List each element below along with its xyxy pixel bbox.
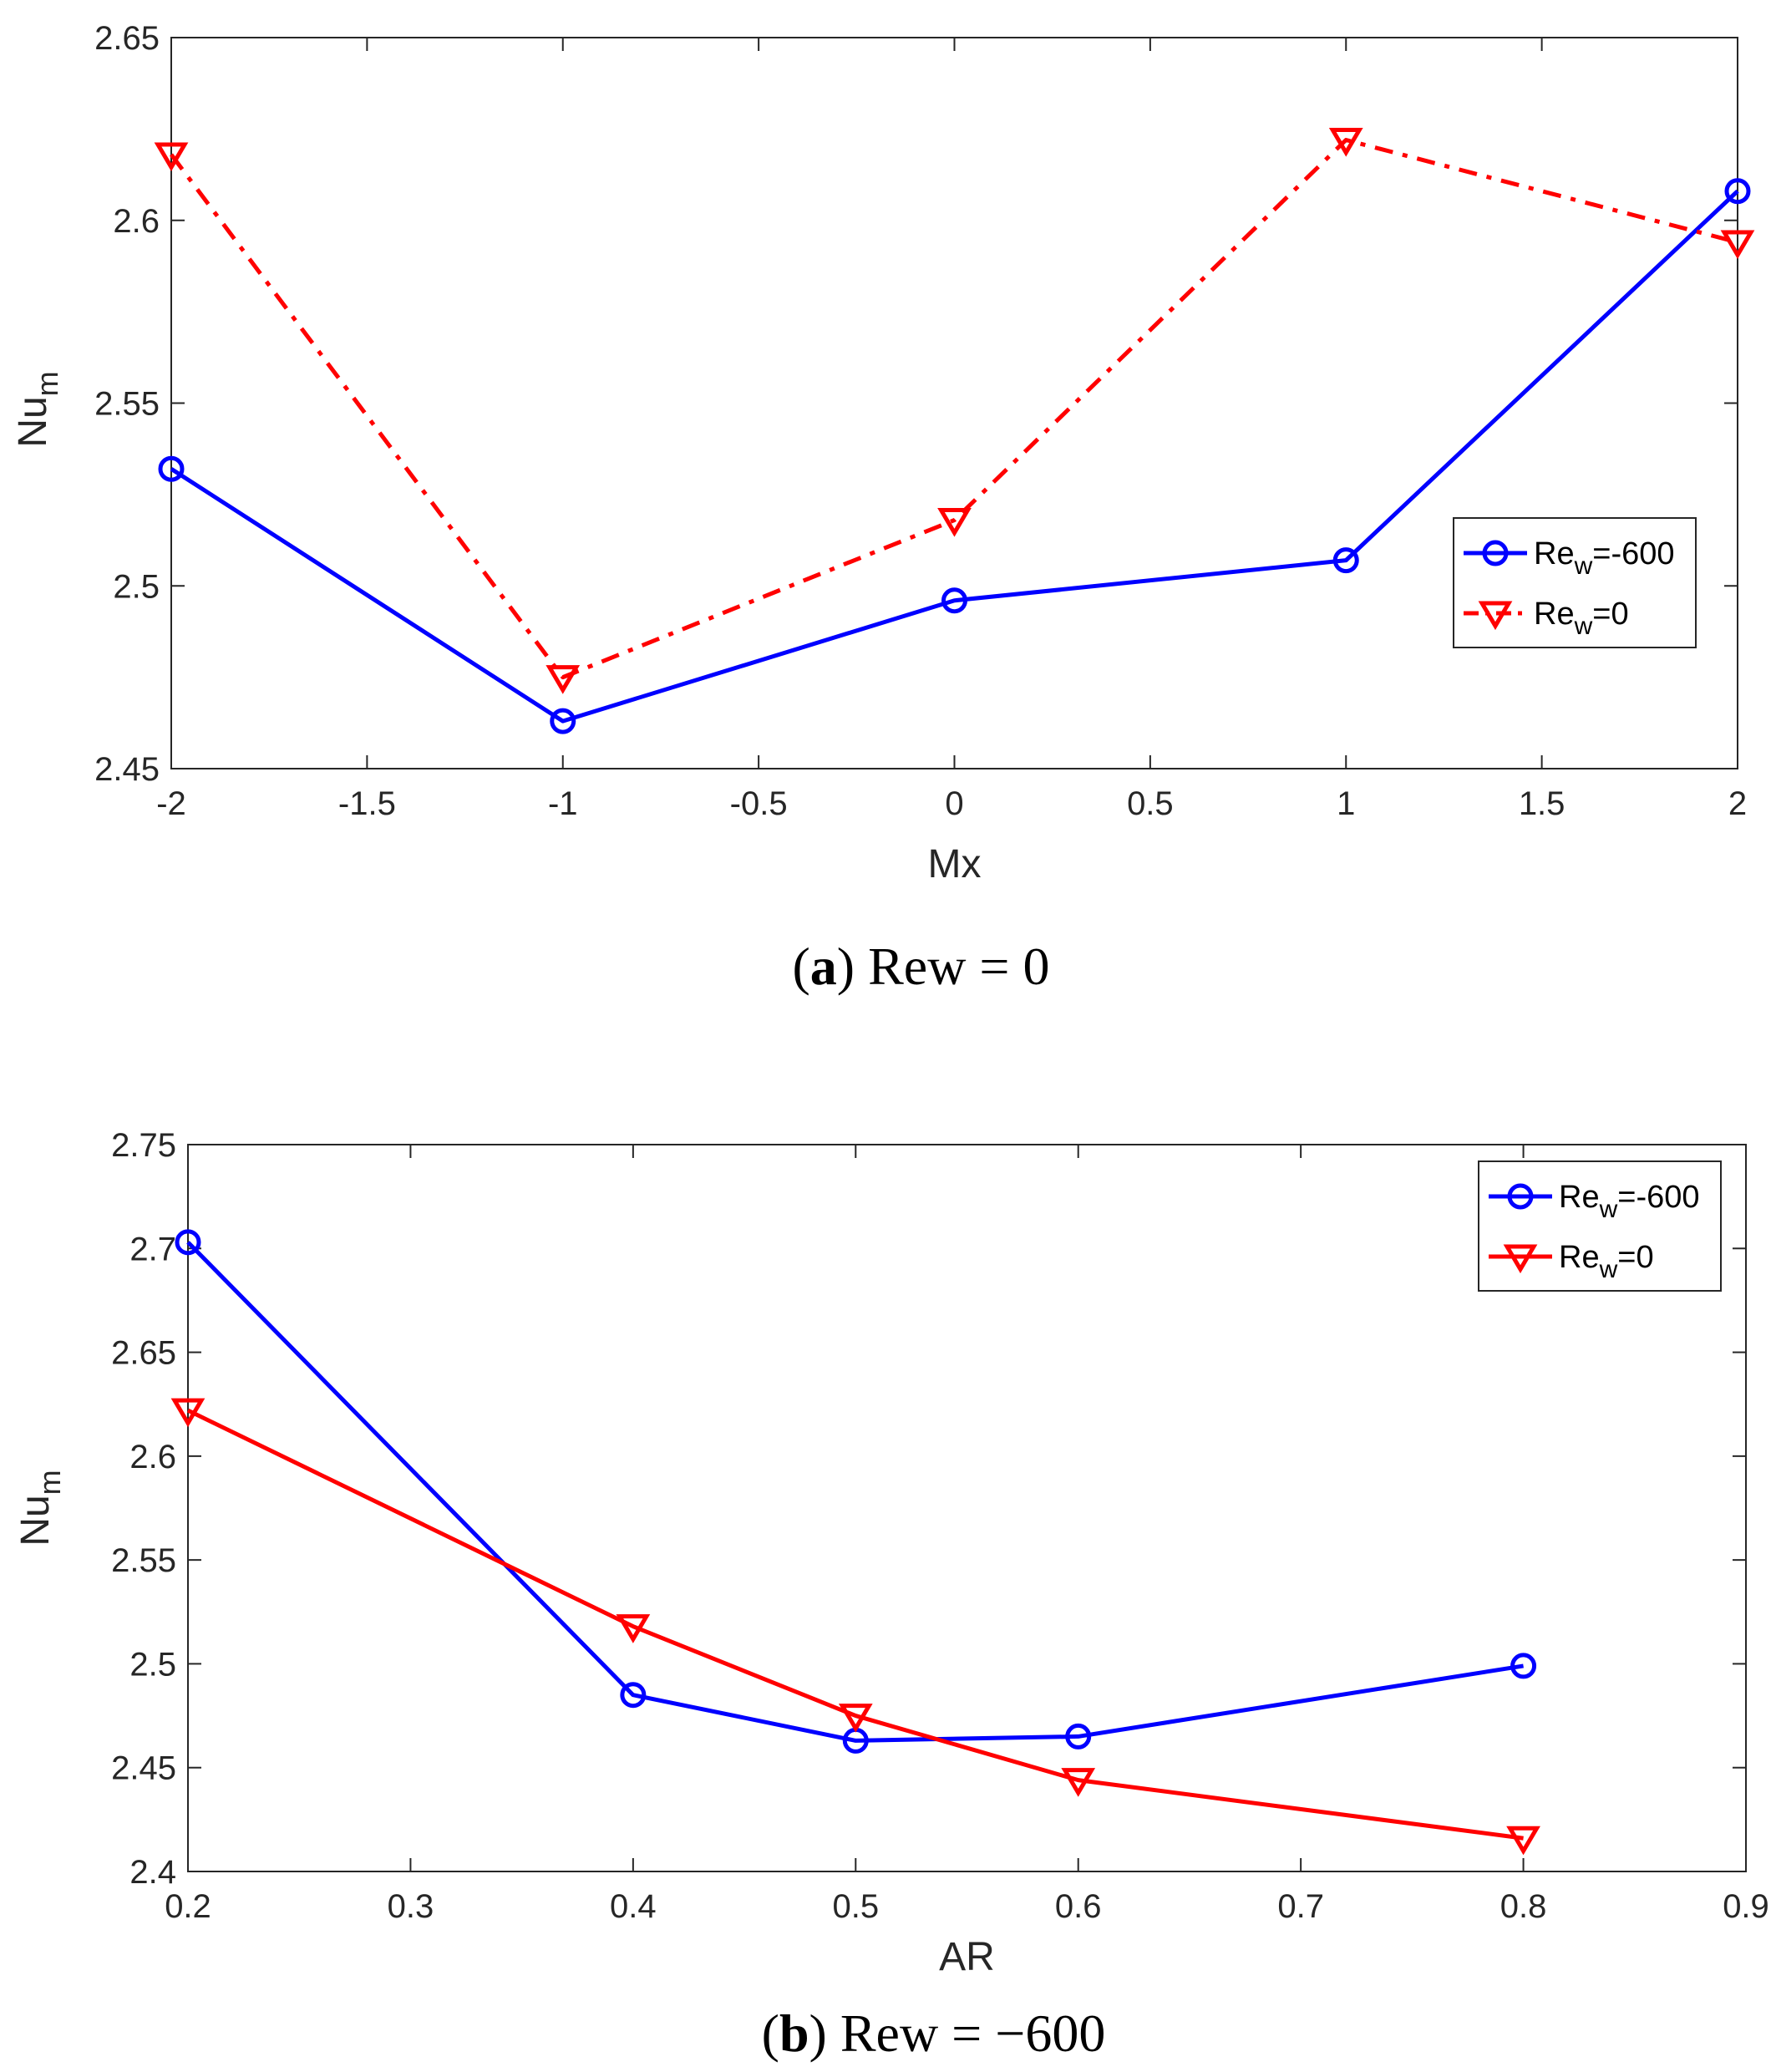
x-axis-label: Mx xyxy=(928,842,982,886)
series-line-0 xyxy=(170,189,1739,724)
caption-letter: b xyxy=(779,2003,809,2063)
data-point-series-1 xyxy=(838,1704,873,1733)
y-tick-label: 2.55 xyxy=(111,1542,176,1579)
data-point-series-0 xyxy=(1332,547,1359,574)
x-tick-label: 0 xyxy=(945,785,963,822)
x-tick-label: 0.2 xyxy=(165,1888,211,1925)
data-point-series-1 xyxy=(616,1614,651,1643)
y-axis-label-subscript: m xyxy=(30,371,64,396)
data-point-series-0 xyxy=(158,455,185,482)
legend-label-main: Re xyxy=(1534,536,1575,571)
y-tick-label: 2.5 xyxy=(113,568,160,605)
x-tick-label: 1.5 xyxy=(1519,785,1565,822)
data-point-series-0 xyxy=(620,1682,647,1709)
y-tick-label: 2.7 xyxy=(129,1231,176,1267)
x-tick-label: -1 xyxy=(548,785,578,822)
legend-label-1: Rew=0 xyxy=(1559,1240,1654,1283)
legend-label-subscript: w xyxy=(1574,612,1593,640)
data-point-series-1 xyxy=(154,142,189,172)
y-tick-label: 2.45 xyxy=(94,751,160,788)
y-tick-label: 2.65 xyxy=(111,1335,176,1372)
x-tick-label: 0.5 xyxy=(832,1888,879,1925)
data-point-series-0 xyxy=(941,587,967,614)
y-tick-label: 2.55 xyxy=(94,386,160,423)
data-point-series-1 xyxy=(1506,1826,1540,1856)
caption-text: Rew = −600 xyxy=(827,2003,1106,2063)
y-axis-label-main: Nu xyxy=(13,1495,58,1546)
legend-label-main: Re xyxy=(1559,1180,1600,1215)
x-tick-label: 0.6 xyxy=(1055,1888,1102,1925)
series-line-1 xyxy=(186,1408,1524,1841)
x-tick-label: 0.7 xyxy=(1277,1888,1324,1925)
y-tick-label: 2.75 xyxy=(111,1127,176,1164)
data-point-series-0 xyxy=(550,708,576,734)
legend-label-main: Re xyxy=(1559,1240,1600,1275)
y-axis-label: Num xyxy=(11,371,64,447)
legend-label-tail: =0 xyxy=(1592,597,1628,632)
data-point-series-0 xyxy=(175,1229,201,1256)
x-tick-label: -1.5 xyxy=(338,785,396,822)
x-tick-label: 1 xyxy=(1337,785,1355,822)
data-point-series-1 xyxy=(170,1398,206,1428)
caption-letter: a xyxy=(810,937,837,996)
legend-marker-0 xyxy=(1482,540,1509,566)
caption-paren-open: ( xyxy=(762,2003,779,2063)
legend-box xyxy=(1453,517,1697,648)
x-axis-label: AR xyxy=(939,1935,995,1979)
x-tick-label: 0.4 xyxy=(610,1888,657,1925)
data-point-series-0 xyxy=(1510,1653,1537,1679)
y-tick-label: 2.6 xyxy=(113,203,160,240)
legend-label-0: Rew=-600 xyxy=(1534,536,1675,580)
data-point-series-0 xyxy=(1724,178,1751,205)
y-tick-label: 2.5 xyxy=(129,1646,176,1683)
caption-paren-open: ( xyxy=(792,937,809,996)
y-axis-label-subscript: m xyxy=(33,1470,67,1495)
caption-paren-close: ) xyxy=(809,2003,827,2063)
y-axis-label: Num xyxy=(13,1470,67,1546)
chart-caption: (a) Rew = 0 xyxy=(792,937,1049,996)
legend-label-tail: =-600 xyxy=(1617,1180,1699,1215)
chart-panel-a: -2 -1.5 -1 -0.5 0 0.5 1 1.5 2 2.45 2.5 2.55 2.6 2.65 M… xyxy=(11,20,1755,996)
x-tick-label: -2 xyxy=(156,785,186,822)
x-tick-label: -0.5 xyxy=(730,785,788,822)
legend-label-subscript: w xyxy=(1574,552,1593,580)
legend-marker-0 xyxy=(1507,1183,1534,1210)
legend-label-subscript: w xyxy=(1599,1196,1618,1223)
legend-label-tail: =-600 xyxy=(1592,536,1674,571)
data-point-series-0 xyxy=(1065,1723,1092,1750)
y-tick-label: 2.45 xyxy=(111,1750,176,1787)
legend-marker-1 xyxy=(1478,601,1513,631)
legend-label-tail: =0 xyxy=(1617,1240,1653,1275)
legend-label-0: Rew=-600 xyxy=(1559,1180,1700,1223)
caption-paren-close: ) xyxy=(837,937,855,996)
legend-label-subscript: w xyxy=(1599,1256,1618,1283)
data-point-series-1 xyxy=(1720,230,1755,260)
x-tick-label: 0.5 xyxy=(1127,785,1174,822)
x-tick-label: 0.3 xyxy=(388,1888,434,1925)
x-tick-label: 0.9 xyxy=(1723,1888,1769,1925)
legend-marker-1 xyxy=(1503,1244,1538,1274)
data-point-series-1 xyxy=(1328,128,1363,157)
y-tick-label: 2.6 xyxy=(129,1439,176,1475)
y-tick-label: 2.65 xyxy=(94,20,160,57)
chart-panel-b: 0.2 0.3 0.4 0.5 0.6 0.7 0.8 0.9 2.4 2.45 2.5 2.55 2.… xyxy=(13,1127,1769,2063)
y-axis-label-main: Nu xyxy=(11,396,55,447)
x-tick-label: 2 xyxy=(1728,785,1747,822)
chart-caption: (b) Rew = −600 xyxy=(762,2003,1106,2063)
legend-label-1: Rew=0 xyxy=(1534,597,1629,640)
x-tick-label: 0.8 xyxy=(1500,1888,1547,1925)
data-point-series-1 xyxy=(937,508,972,537)
plot-area xyxy=(170,37,1738,769)
data-point-series-1 xyxy=(546,665,581,694)
series-line-1 xyxy=(169,138,1738,680)
y-tick-label: 2.4 xyxy=(129,1854,176,1891)
caption-text: Rew = 0 xyxy=(855,937,1049,996)
series-line-0 xyxy=(186,1241,1524,1743)
legend-label-main: Re xyxy=(1534,597,1575,632)
data-point-series-1 xyxy=(1061,1768,1096,1797)
